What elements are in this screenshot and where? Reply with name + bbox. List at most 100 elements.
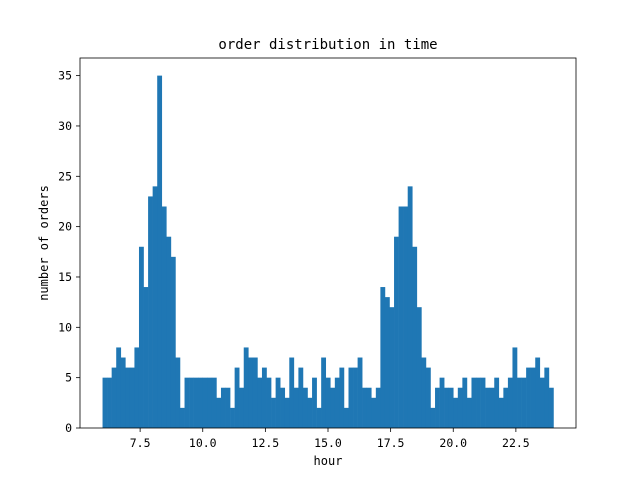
bar [517,377,522,428]
bar [325,377,331,428]
bar [439,377,445,428]
bar [348,367,354,428]
bar [134,347,140,428]
bar [189,377,194,428]
bar [498,397,504,428]
bar [107,377,112,428]
bar [211,377,217,428]
chart-title: order distribution in time [218,37,437,53]
y-tick-label: 25 [58,169,72,183]
x-tick-label: 12.5 [252,436,280,450]
bar [362,387,368,428]
bar [412,246,418,428]
bar [476,377,481,428]
bar [430,407,436,428]
bar [302,387,308,428]
bar [485,387,490,428]
x-tick-label: 22.5 [502,436,530,450]
bar [198,377,204,428]
y-tick-label: 30 [58,119,72,133]
bar [179,407,185,428]
bar [375,387,381,428]
y-tick-label: 20 [58,220,72,234]
bar [298,367,304,428]
bar [289,357,295,428]
y-tick-label: 5 [65,371,72,385]
bar [148,196,153,428]
bars-group [102,75,554,428]
bar [225,387,231,428]
bar [353,367,358,428]
bar [166,236,172,428]
bar [116,347,122,428]
x-tick-label: 10.0 [189,436,217,450]
bar [494,377,500,428]
bar [248,357,254,428]
bar [125,367,131,428]
bar [389,307,395,428]
x-tick-label: 15.0 [314,436,342,450]
bar [175,357,181,428]
bar [503,387,509,428]
bar [330,387,336,428]
bar [252,357,258,428]
y-axis-ticks: 0 5 10 15 20 25 30 35 [58,69,80,435]
y-tick-label: 10 [58,320,72,334]
bar [234,367,240,428]
bar [316,407,322,428]
x-tick-label: 20.0 [439,436,467,450]
bar [239,387,245,428]
bar [261,367,267,428]
bar [271,397,276,428]
bar [230,407,235,428]
bar [216,397,222,428]
bar [357,357,363,428]
bar [453,397,459,428]
bar [480,377,486,428]
bar [398,206,404,428]
bar [512,347,518,428]
bar [184,377,190,428]
bar [380,287,386,428]
bar [307,397,313,428]
bar [530,367,536,428]
bar [102,377,108,428]
bar [321,357,327,428]
bar [526,367,531,428]
bar [403,206,409,428]
bar [457,387,463,428]
bar [138,246,144,428]
y-tick-label: 35 [58,69,72,83]
bar [257,377,263,428]
y-tick-label: 15 [58,270,72,284]
bar [466,397,472,428]
bar [448,387,454,428]
bar [161,206,167,428]
bar [394,236,399,428]
bar [207,377,213,428]
bar [334,377,340,428]
bar [489,387,495,428]
bar [371,397,377,428]
bar [275,377,281,428]
bar [421,357,427,428]
bar [507,377,513,428]
bar [425,367,431,428]
bar [384,297,390,428]
bar [343,407,349,428]
bar [202,377,208,428]
bar [471,377,477,428]
bar [535,357,541,428]
bar [416,307,422,428]
y-tick-label: 0 [65,421,72,435]
bar [120,357,126,428]
bar [280,387,286,428]
x-axis-label: hour [314,454,343,468]
bar [435,387,440,428]
bar [111,367,117,428]
bar [521,377,527,428]
bar [539,377,545,428]
bar [157,75,163,428]
bar [143,287,149,428]
bar [170,256,176,428]
